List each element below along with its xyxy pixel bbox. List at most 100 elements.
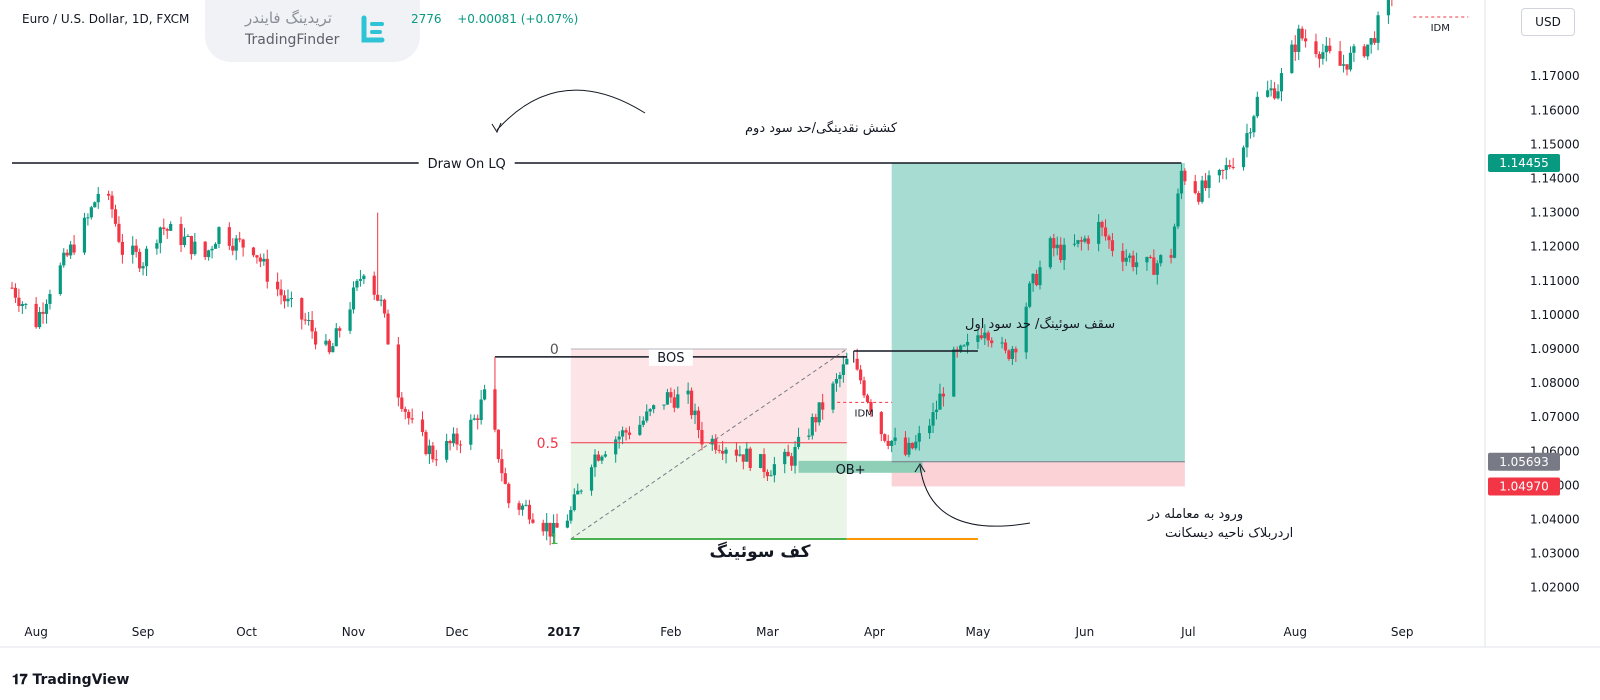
- swing-low-note: کف سوئینگ: [709, 541, 810, 562]
- candle-body: [772, 464, 776, 476]
- candle-body: [1107, 236, 1111, 241]
- candle-body: [810, 416, 814, 436]
- candle-body: [717, 449, 721, 451]
- candle-body: [400, 397, 404, 409]
- candle-body: [845, 358, 849, 365]
- x-tick-label: 2017: [547, 625, 580, 639]
- y-tick-label: 1.09000: [1530, 342, 1580, 356]
- watermark-backdrop: [205, 0, 420, 62]
- price-label: 1.05693: [1499, 455, 1549, 469]
- candle-body: [41, 311, 45, 314]
- candle-body: [1110, 240, 1115, 251]
- candle-body: [693, 410, 697, 416]
- candle-body: [327, 340, 331, 353]
- candle-body: [1279, 73, 1284, 92]
- candle-body: [527, 504, 532, 520]
- candle-body: [1348, 52, 1353, 70]
- candle-body: [517, 503, 521, 510]
- candle-body: [396, 344, 400, 398]
- candle-body: [758, 454, 763, 468]
- candle-body: [914, 441, 918, 449]
- candle-body: [1362, 46, 1366, 57]
- candle-body: [665, 392, 670, 405]
- entry-note-line1: ورود به معامله در: [1147, 507, 1243, 522]
- candle-body: [955, 349, 959, 351]
- candle-body: [72, 244, 76, 253]
- footer-brand: 𝟏𝟕 TradingView: [12, 672, 130, 688]
- candle-body: [1224, 165, 1228, 171]
- candle-body: [131, 245, 135, 255]
- candle-body: [638, 424, 642, 435]
- candle-body: [990, 340, 994, 344]
- candle-body: [569, 510, 573, 521]
- candle-body: [241, 239, 245, 248]
- draw-on-lq-note: کشش نقدینگی/حد سود دوم: [745, 120, 898, 136]
- y-tick-label: 1.08000: [1530, 376, 1580, 390]
- stop-zone: [891, 461, 1185, 487]
- candle-body: [886, 440, 890, 446]
- x-tick-label: Apr: [864, 625, 885, 639]
- x-tick-label: Oct: [236, 625, 257, 639]
- candle-body: [593, 454, 597, 468]
- candle-body: [1100, 221, 1104, 228]
- candle-body: [979, 335, 983, 339]
- candle-body: [627, 432, 632, 435]
- candle-body: [1097, 221, 1101, 244]
- candle-body: [1317, 54, 1322, 59]
- candle-body: [1152, 257, 1156, 275]
- candle-body: [762, 454, 766, 472]
- candle-body: [641, 420, 645, 425]
- candle-body: [524, 504, 528, 506]
- candle-body: [86, 217, 90, 219]
- candle-body: [1059, 244, 1063, 261]
- candle-body: [34, 303, 38, 328]
- candle-body: [938, 393, 942, 410]
- candle-body: [313, 331, 318, 345]
- candle-body: [1159, 255, 1163, 264]
- candle-body: [724, 449, 728, 454]
- draw-on-lq-label: Draw On LQ: [428, 157, 506, 172]
- candle-body: [458, 444, 463, 446]
- currency-button[interactable]: USD: [1521, 8, 1575, 36]
- candle-body: [821, 402, 825, 410]
- premium-zone: [570, 349, 847, 443]
- candle-body: [793, 446, 797, 466]
- candle-body: [410, 418, 414, 420]
- candle-body: [769, 475, 773, 477]
- candle-body: [931, 412, 935, 426]
- candle-body: [748, 448, 752, 468]
- candle-body: [93, 202, 97, 208]
- candle-body: [669, 392, 673, 398]
- candle-body: [1121, 250, 1125, 262]
- candle-body: [1314, 41, 1318, 55]
- x-tick-label: Jun: [1074, 625, 1094, 639]
- candle-body: [1176, 193, 1180, 227]
- candle-body: [503, 473, 507, 484]
- candle-body: [565, 520, 569, 528]
- candle-body: [138, 251, 142, 269]
- candle-body: [162, 227, 166, 230]
- candle-body: [1241, 147, 1246, 168]
- idm-label: IDM: [1431, 23, 1450, 34]
- watermark-brand-en: TradingFinder: [245, 32, 340, 48]
- candle-body: [1386, 0, 1391, 16]
- candle-body: [1321, 52, 1325, 59]
- candle-body: [614, 439, 618, 455]
- tradingfinder-logo-icon: [361, 15, 385, 43]
- candle-body: [1203, 180, 1208, 189]
- candle-body: [69, 244, 73, 256]
- candle-body: [1297, 28, 1301, 52]
- candle-body: [300, 298, 304, 320]
- candle-body: [62, 252, 66, 266]
- candle-body: [672, 397, 676, 408]
- candle-body: [227, 227, 231, 246]
- candle-body: [179, 223, 183, 246]
- candle-body: [1072, 243, 1077, 245]
- y-tick-label: 1.16000: [1530, 103, 1580, 117]
- candle-body: [1252, 116, 1256, 133]
- candle-body: [155, 243, 159, 249]
- candle-body: [1366, 44, 1370, 57]
- candle-body: [1145, 256, 1149, 263]
- candle-body: [1193, 181, 1197, 194]
